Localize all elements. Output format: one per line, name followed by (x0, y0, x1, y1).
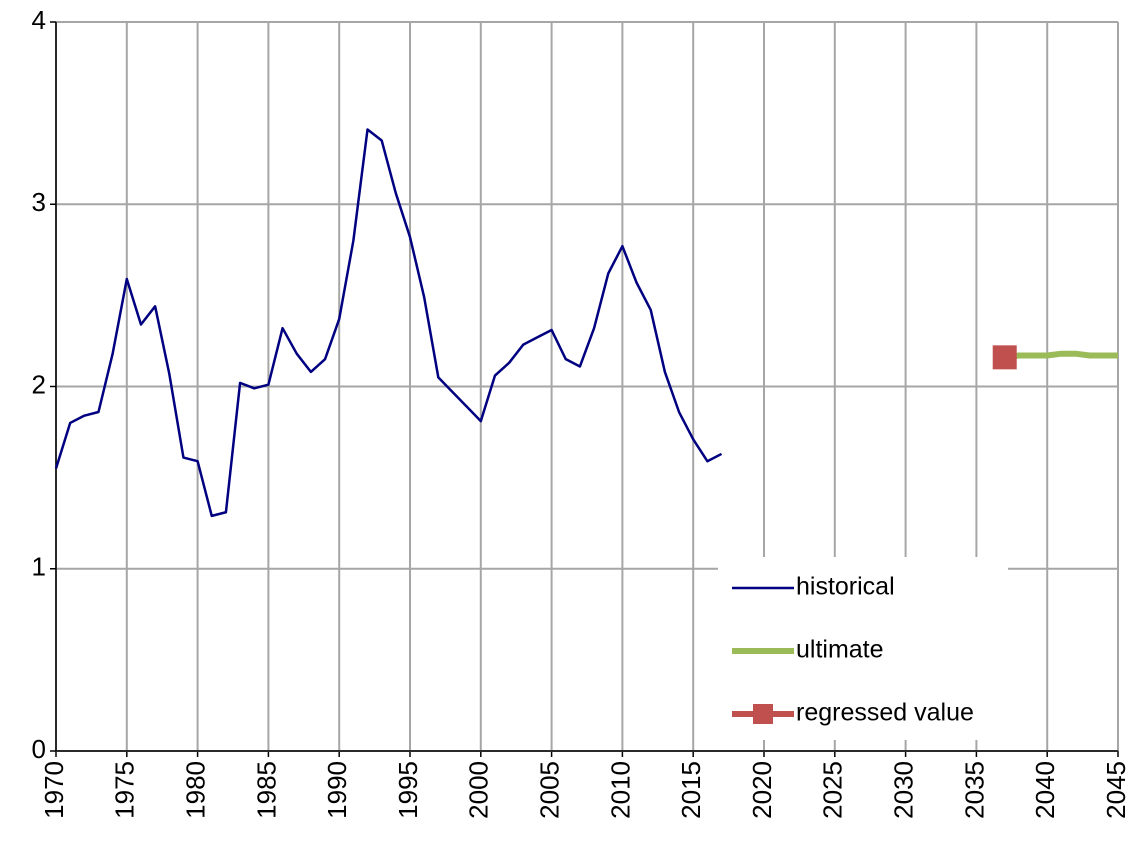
y-tick-label: 0 (32, 734, 46, 764)
legend-label: historical (796, 573, 895, 601)
series-line (1004, 350, 1118, 361)
legend-label: ultimate (796, 636, 884, 664)
x-tick-label: 2040 (1030, 761, 1060, 819)
x-tick-label: 1970 (39, 761, 69, 819)
x-tick-label: 2000 (464, 761, 494, 819)
x-tick-label: 1975 (110, 761, 140, 819)
x-tick-label: 1990 (322, 761, 352, 819)
legend-label: regressed value (796, 699, 974, 727)
y-tick-label: 4 (32, 5, 46, 35)
y-tick-label: 2 (32, 369, 46, 399)
x-tick-label: 1980 (180, 761, 210, 819)
legend-marker (753, 704, 773, 724)
y-tick-label: 3 (32, 187, 46, 217)
series-line (54, 128, 723, 518)
x-tick-label: 2005 (534, 761, 564, 819)
x-tick-label: 1995 (393, 761, 423, 819)
x-tick-label: 2015 (676, 761, 706, 819)
y-tick-label: 1 (32, 552, 46, 582)
x-tick-label: 2030 (888, 761, 918, 819)
legend: historical ultimate regressed value (718, 557, 1008, 740)
marker (992, 345, 1017, 370)
x-tick-label: 2010 (605, 761, 635, 819)
x-tick-label: 2035 (959, 761, 989, 819)
x-tick-label: 2025 (818, 761, 848, 819)
x-tick-label: 2020 (747, 761, 777, 819)
x-tick-label: 2045 (1101, 761, 1129, 819)
x-tick-label: 1985 (251, 761, 281, 819)
